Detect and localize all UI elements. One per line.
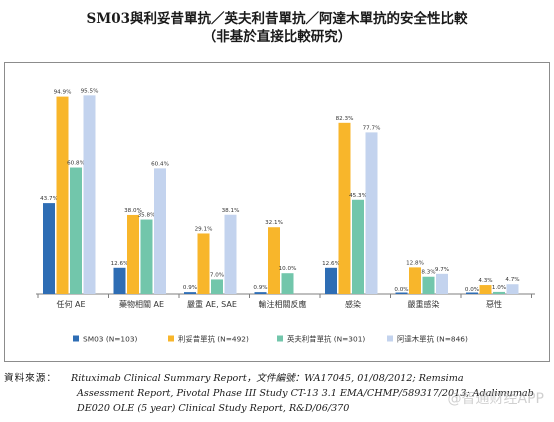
data-label: 29.1% bbox=[195, 226, 213, 232]
bar-3-1 bbox=[70, 167, 82, 294]
data-label: 1.0% bbox=[492, 285, 506, 291]
data-label: 8.3% bbox=[421, 270, 435, 276]
category-label: 嚴重 AE, SAE bbox=[187, 299, 237, 309]
source-line2: Assessment Report, Pivotal Phase III Stu… bbox=[77, 388, 534, 399]
bar-3-5 bbox=[352, 199, 364, 294]
data-label: 9.7% bbox=[435, 267, 449, 273]
data-label: 4.3% bbox=[478, 278, 492, 284]
data-label: 82.3% bbox=[336, 116, 354, 122]
legend-label-3: 英夫利昔單抗 (N=301) bbox=[287, 335, 365, 344]
data-label: 45.3% bbox=[349, 193, 367, 199]
legend-label-2: 利妥昔單抗 (N=492) bbox=[178, 335, 249, 344]
bar-4-7 bbox=[506, 284, 519, 294]
data-label: 60.8% bbox=[67, 161, 85, 167]
category-label: 嚴重感染 bbox=[408, 299, 440, 309]
legend-swatch-3 bbox=[277, 335, 283, 342]
data-label: 60.4% bbox=[151, 161, 169, 167]
watermark: @智通财经APP bbox=[447, 391, 544, 407]
bar-3-3 bbox=[211, 279, 223, 294]
bar-2-5 bbox=[338, 122, 351, 294]
legend-label-4: 阿達木單抗 (N=846) bbox=[397, 335, 468, 344]
chart-frame bbox=[4, 62, 550, 362]
bar-2-2 bbox=[127, 214, 139, 294]
bar-1-4 bbox=[254, 292, 267, 294]
source-note: 資料來源： Rituximab Clinical Summary Report，文… bbox=[4, 371, 554, 416]
source-line3: DE020 OLE (5 year) Clinical Study Report… bbox=[77, 403, 350, 414]
bar-4-5 bbox=[365, 132, 378, 294]
data-label: 38.1% bbox=[222, 208, 240, 214]
chart-title-line1: SM03與利妥昔單抗／英夫利昔單抗／阿達木單抗的安全性比較 bbox=[86, 11, 468, 27]
data-label: 7.0% bbox=[210, 272, 224, 278]
bar-2-1 bbox=[56, 96, 69, 294]
legend-label-1: SM03 (N=103) bbox=[83, 335, 138, 344]
legend-swatch-1 bbox=[73, 335, 79, 342]
bar-4-3 bbox=[224, 214, 237, 294]
data-label: 0.9% bbox=[183, 285, 197, 291]
category-label: 任何 AE bbox=[56, 299, 85, 309]
bar-4-2 bbox=[154, 168, 166, 294]
data-label: 0.0% bbox=[465, 287, 479, 293]
data-label: 43.7% bbox=[40, 196, 58, 202]
bar-3-6 bbox=[422, 276, 435, 294]
category-label: 藥物相關 AE bbox=[119, 299, 164, 309]
chart-title-line2: （非基於直接比較研究） bbox=[202, 29, 352, 45]
legend-swatch-4 bbox=[387, 335, 393, 342]
bar-1-5 bbox=[325, 267, 337, 294]
source-line1: Rituximab Clinical Summary Report，文件編號：W… bbox=[70, 373, 464, 384]
chart-title: SM03與利妥昔單抗／英夫利昔單抗／阿達木單抗的安全性比較 （非基於直接比較研究… bbox=[0, 10, 554, 46]
bar-4-6 bbox=[436, 273, 448, 294]
legend-swatch-2 bbox=[168, 335, 174, 342]
data-label: 32.1% bbox=[265, 220, 283, 226]
bar-chart: 43.7% 94.9% 60.8% 95.5% 任何 AE 12.6% 38.0%35.8%… bbox=[36, 88, 535, 344]
source-label: 資料來源： bbox=[4, 373, 57, 384]
bar-2-7 bbox=[479, 285, 492, 294]
data-label: 77.7% bbox=[363, 125, 381, 131]
bar-2-4 bbox=[268, 227, 280, 294]
data-label: 0.0% bbox=[394, 287, 408, 293]
bar-3-2 bbox=[140, 219, 153, 294]
bar-1-7 bbox=[466, 292, 478, 294]
bar-1-2 bbox=[113, 267, 126, 294]
data-label: 95.5% bbox=[81, 88, 99, 94]
bar-2-3 bbox=[197, 233, 210, 294]
data-label: 0.9% bbox=[253, 285, 267, 291]
bar-3-4 bbox=[281, 273, 294, 294]
data-label: 12.6% bbox=[322, 261, 340, 267]
data-label: 12.8% bbox=[406, 260, 424, 266]
category-label: 輸注相關反應 bbox=[259, 299, 307, 309]
bar-1-3 bbox=[184, 292, 196, 294]
category-label: 感染 bbox=[345, 299, 361, 309]
bar-4-1 bbox=[83, 95, 96, 294]
category-label: 惡性 bbox=[486, 299, 502, 309]
data-label: 12.6% bbox=[111, 261, 129, 267]
bar-2-6 bbox=[409, 267, 421, 294]
bar-3-7 bbox=[493, 291, 505, 294]
data-label: 94.9% bbox=[54, 90, 72, 96]
data-label: 38.0% bbox=[124, 208, 142, 214]
data-label: 35.8% bbox=[138, 213, 156, 219]
bar-1-6 bbox=[395, 292, 408, 294]
data-label: 4.7% bbox=[505, 277, 519, 283]
data-label: 10.0% bbox=[279, 266, 297, 272]
bar-1-1 bbox=[43, 203, 55, 294]
